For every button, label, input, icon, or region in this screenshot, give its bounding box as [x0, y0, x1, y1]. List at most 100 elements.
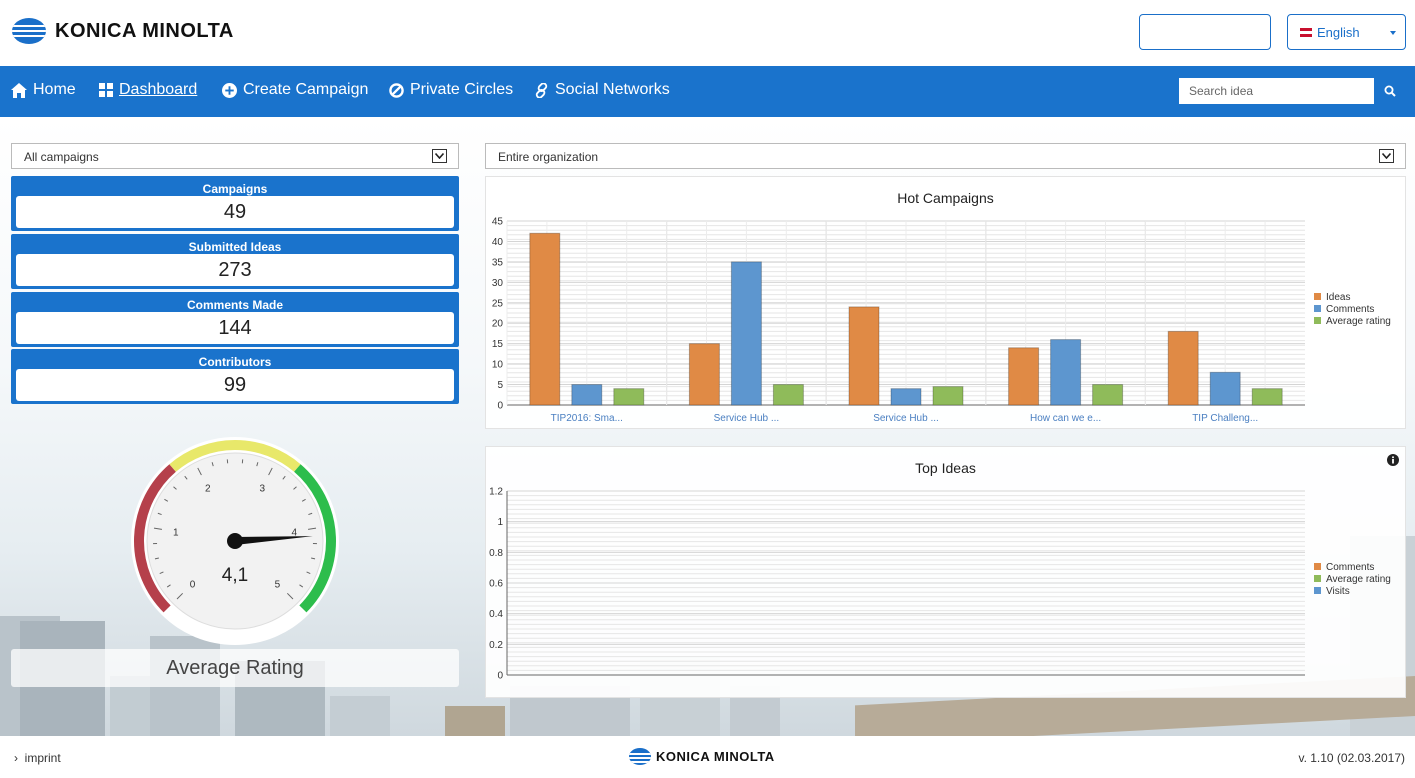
legend-swatch	[1314, 587, 1321, 594]
gauge-tick	[157, 512, 162, 516]
imprint-link[interactable]: › imprint	[14, 751, 61, 765]
y-tick-label: 30	[492, 278, 504, 289]
gauge-value: 4,1	[222, 565, 248, 586]
y-tick-label: 0.4	[489, 609, 503, 620]
stat-value: 144	[16, 312, 454, 344]
bar-average-rating	[932, 386, 964, 406]
dashboard-grid-icon	[99, 83, 113, 97]
bar-ideas	[529, 232, 561, 406]
info-icon[interactable]	[1387, 453, 1399, 471]
nav-dashboard[interactable]: Dashboard	[99, 81, 197, 99]
bar-ideas	[1008, 347, 1040, 406]
gauge-needle	[234, 536, 313, 545]
nav-home-label: Home	[33, 81, 76, 98]
globe-logo-icon	[12, 18, 46, 44]
stat-value: 99	[16, 369, 454, 401]
campaign-filter-value: All campaigns	[24, 150, 99, 164]
bar-average-rating	[1092, 384, 1124, 406]
legend-label: Comments	[1326, 562, 1374, 573]
gauge-tick	[164, 498, 169, 502]
nav-create-campaign[interactable]: Create Campaign	[222, 81, 368, 99]
gauge-tick	[306, 571, 311, 575]
bar-comments	[1050, 339, 1082, 406]
gauge-band-high	[294, 464, 336, 613]
stat-label: Comments Made	[186, 298, 284, 312]
nav-social-networks-label: Social Networks	[555, 81, 670, 98]
link-icon	[534, 82, 549, 98]
organization-filter-select[interactable]: Entire organization	[485, 143, 1406, 169]
plus-circle-icon	[222, 82, 237, 98]
average-rating-gauge: 0 1 2 3 4 5 4,1	[131, 437, 339, 645]
bar-average-rating	[772, 384, 804, 406]
y-tick-label: 25	[492, 298, 504, 309]
gauge-tick	[311, 557, 316, 560]
nav-social-networks[interactable]: Social Networks	[534, 81, 670, 99]
y-tick-label: 0	[497, 401, 503, 412]
gauge-tick	[166, 584, 171, 588]
konica-minolta-logo[interactable]: KONICA MINOLTA	[12, 18, 234, 44]
bar-comments	[571, 384, 603, 406]
x-tick-label: TIP Challeng...	[1192, 413, 1258, 424]
gauge-tick	[211, 462, 214, 467]
chevron-down-icon	[1379, 149, 1394, 163]
gauge-tick	[299, 584, 304, 588]
footer-brand-name: KONICA MINOLTA	[656, 749, 775, 764]
y-tick-label: 0	[497, 671, 503, 682]
hot-campaigns-panel: Hot Campaigns 0 5 10 15 20 25 30 35 40 45 TIP2016:…	[485, 176, 1406, 429]
nav-home[interactable]: Home	[11, 81, 76, 99]
home-icon	[11, 82, 27, 98]
bar-comments	[1209, 371, 1241, 406]
gauge-tick	[308, 512, 313, 516]
y-tick-label: 35	[492, 257, 504, 268]
gauge-tick	[173, 486, 177, 490]
gauge-tick	[286, 592, 294, 600]
gauge-tick-label: 3	[259, 484, 265, 495]
legend-swatch	[1314, 293, 1321, 300]
footer-logo: KONICA MINOLTA	[629, 748, 775, 765]
search-box	[1179, 78, 1406, 104]
bar-ideas	[848, 306, 880, 406]
nav-private-circles-label: Private Circles	[410, 81, 514, 98]
login-button[interactable]	[1139, 14, 1271, 50]
y-tick-label: 0.2	[489, 640, 503, 651]
bar-ideas	[1167, 330, 1199, 406]
stat-label: Campaigns	[202, 182, 268, 196]
campaign-filter-select[interactable]: All campaigns	[11, 143, 459, 169]
gauge-tick-label: 0	[190, 579, 196, 590]
y-tick-label: 10	[492, 360, 504, 371]
y-tick-label: 1.2	[489, 487, 503, 498]
gauge-tick	[154, 557, 159, 560]
y-tick-label: 45	[492, 217, 504, 228]
search-input[interactable]	[1179, 78, 1373, 104]
bar-comments	[890, 388, 922, 406]
y-tick-label: 40	[492, 237, 504, 248]
gauge-tick	[153, 527, 162, 530]
search-icon	[1384, 85, 1396, 97]
y-tick-label: 15	[492, 339, 504, 350]
chevron-down-icon	[432, 149, 447, 163]
top-header: KONICA MINOLTA English	[0, 0, 1415, 66]
chevron-down-icon	[1390, 31, 1396, 35]
hot-campaigns-chart: 0 5 10 15 20 25 30 35 40 45 TIP2016: Sma... Service…	[492, 217, 1391, 425]
legend-label: Comments	[1326, 304, 1374, 315]
bar-ideas	[688, 343, 720, 406]
ban-circle-icon	[389, 82, 404, 98]
search-button[interactable]	[1373, 78, 1406, 104]
nav-private-circles[interactable]: Private Circles	[389, 81, 513, 99]
x-tick-label: How can we e...	[1030, 413, 1101, 424]
legend-label: Average rating	[1326, 574, 1391, 585]
y-tick-label: 0.6	[489, 579, 503, 590]
gauge-tick-label: 5	[275, 579, 281, 590]
language-select[interactable]: English	[1287, 14, 1406, 50]
gauge-tick	[282, 475, 286, 480]
gauge-needle-hub	[227, 533, 243, 549]
x-tick-label: Service Hub ...	[873, 413, 939, 424]
legend-label: Visits	[1326, 586, 1350, 597]
gauge-band-low	[134, 464, 176, 613]
hot-campaigns-title: Hot Campaigns	[897, 190, 994, 206]
gauge-tick-label: 1	[173, 528, 179, 539]
brand-name: KONICA MINOLTA	[55, 19, 234, 42]
x-tick-label: TIP2016: Sma...	[551, 413, 623, 424]
footer: › imprint KONICA MINOLTA v. 1.10 (02.03.…	[0, 736, 1415, 778]
